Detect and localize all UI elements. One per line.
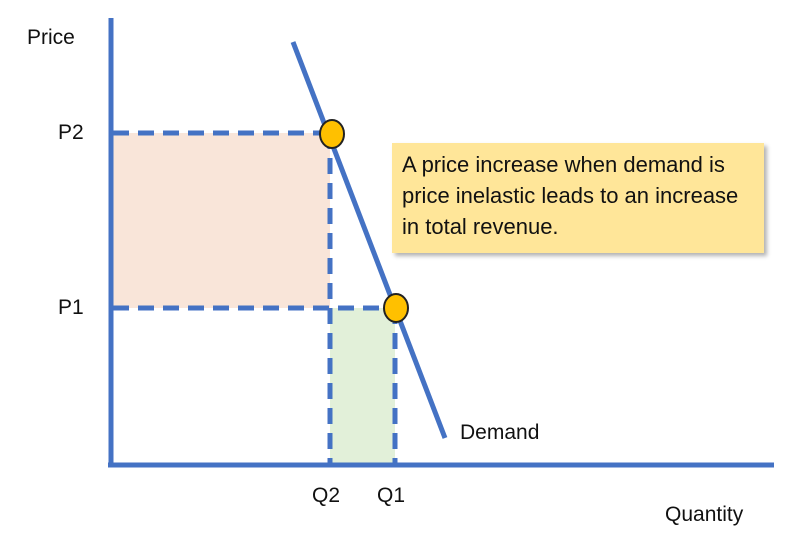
revenue-area-q1-extra: [330, 308, 395, 465]
demand-label: Demand: [460, 421, 540, 444]
demand-curve: [290, 41, 448, 439]
p1-label: P1: [58, 296, 84, 319]
point-p1-q1: [383, 293, 409, 323]
point-p2-q2: [319, 119, 345, 149]
explanation-note: A price increase when demand is price in…: [392, 143, 764, 253]
q2-label: Q2: [312, 484, 341, 507]
x-axis-label: Quantity: [665, 503, 744, 526]
q1-label: Q1: [377, 484, 406, 507]
p2-label: P2: [58, 121, 84, 144]
y-axis-label: Price: [27, 26, 75, 49]
revenue-area-p2: [113, 133, 330, 308]
